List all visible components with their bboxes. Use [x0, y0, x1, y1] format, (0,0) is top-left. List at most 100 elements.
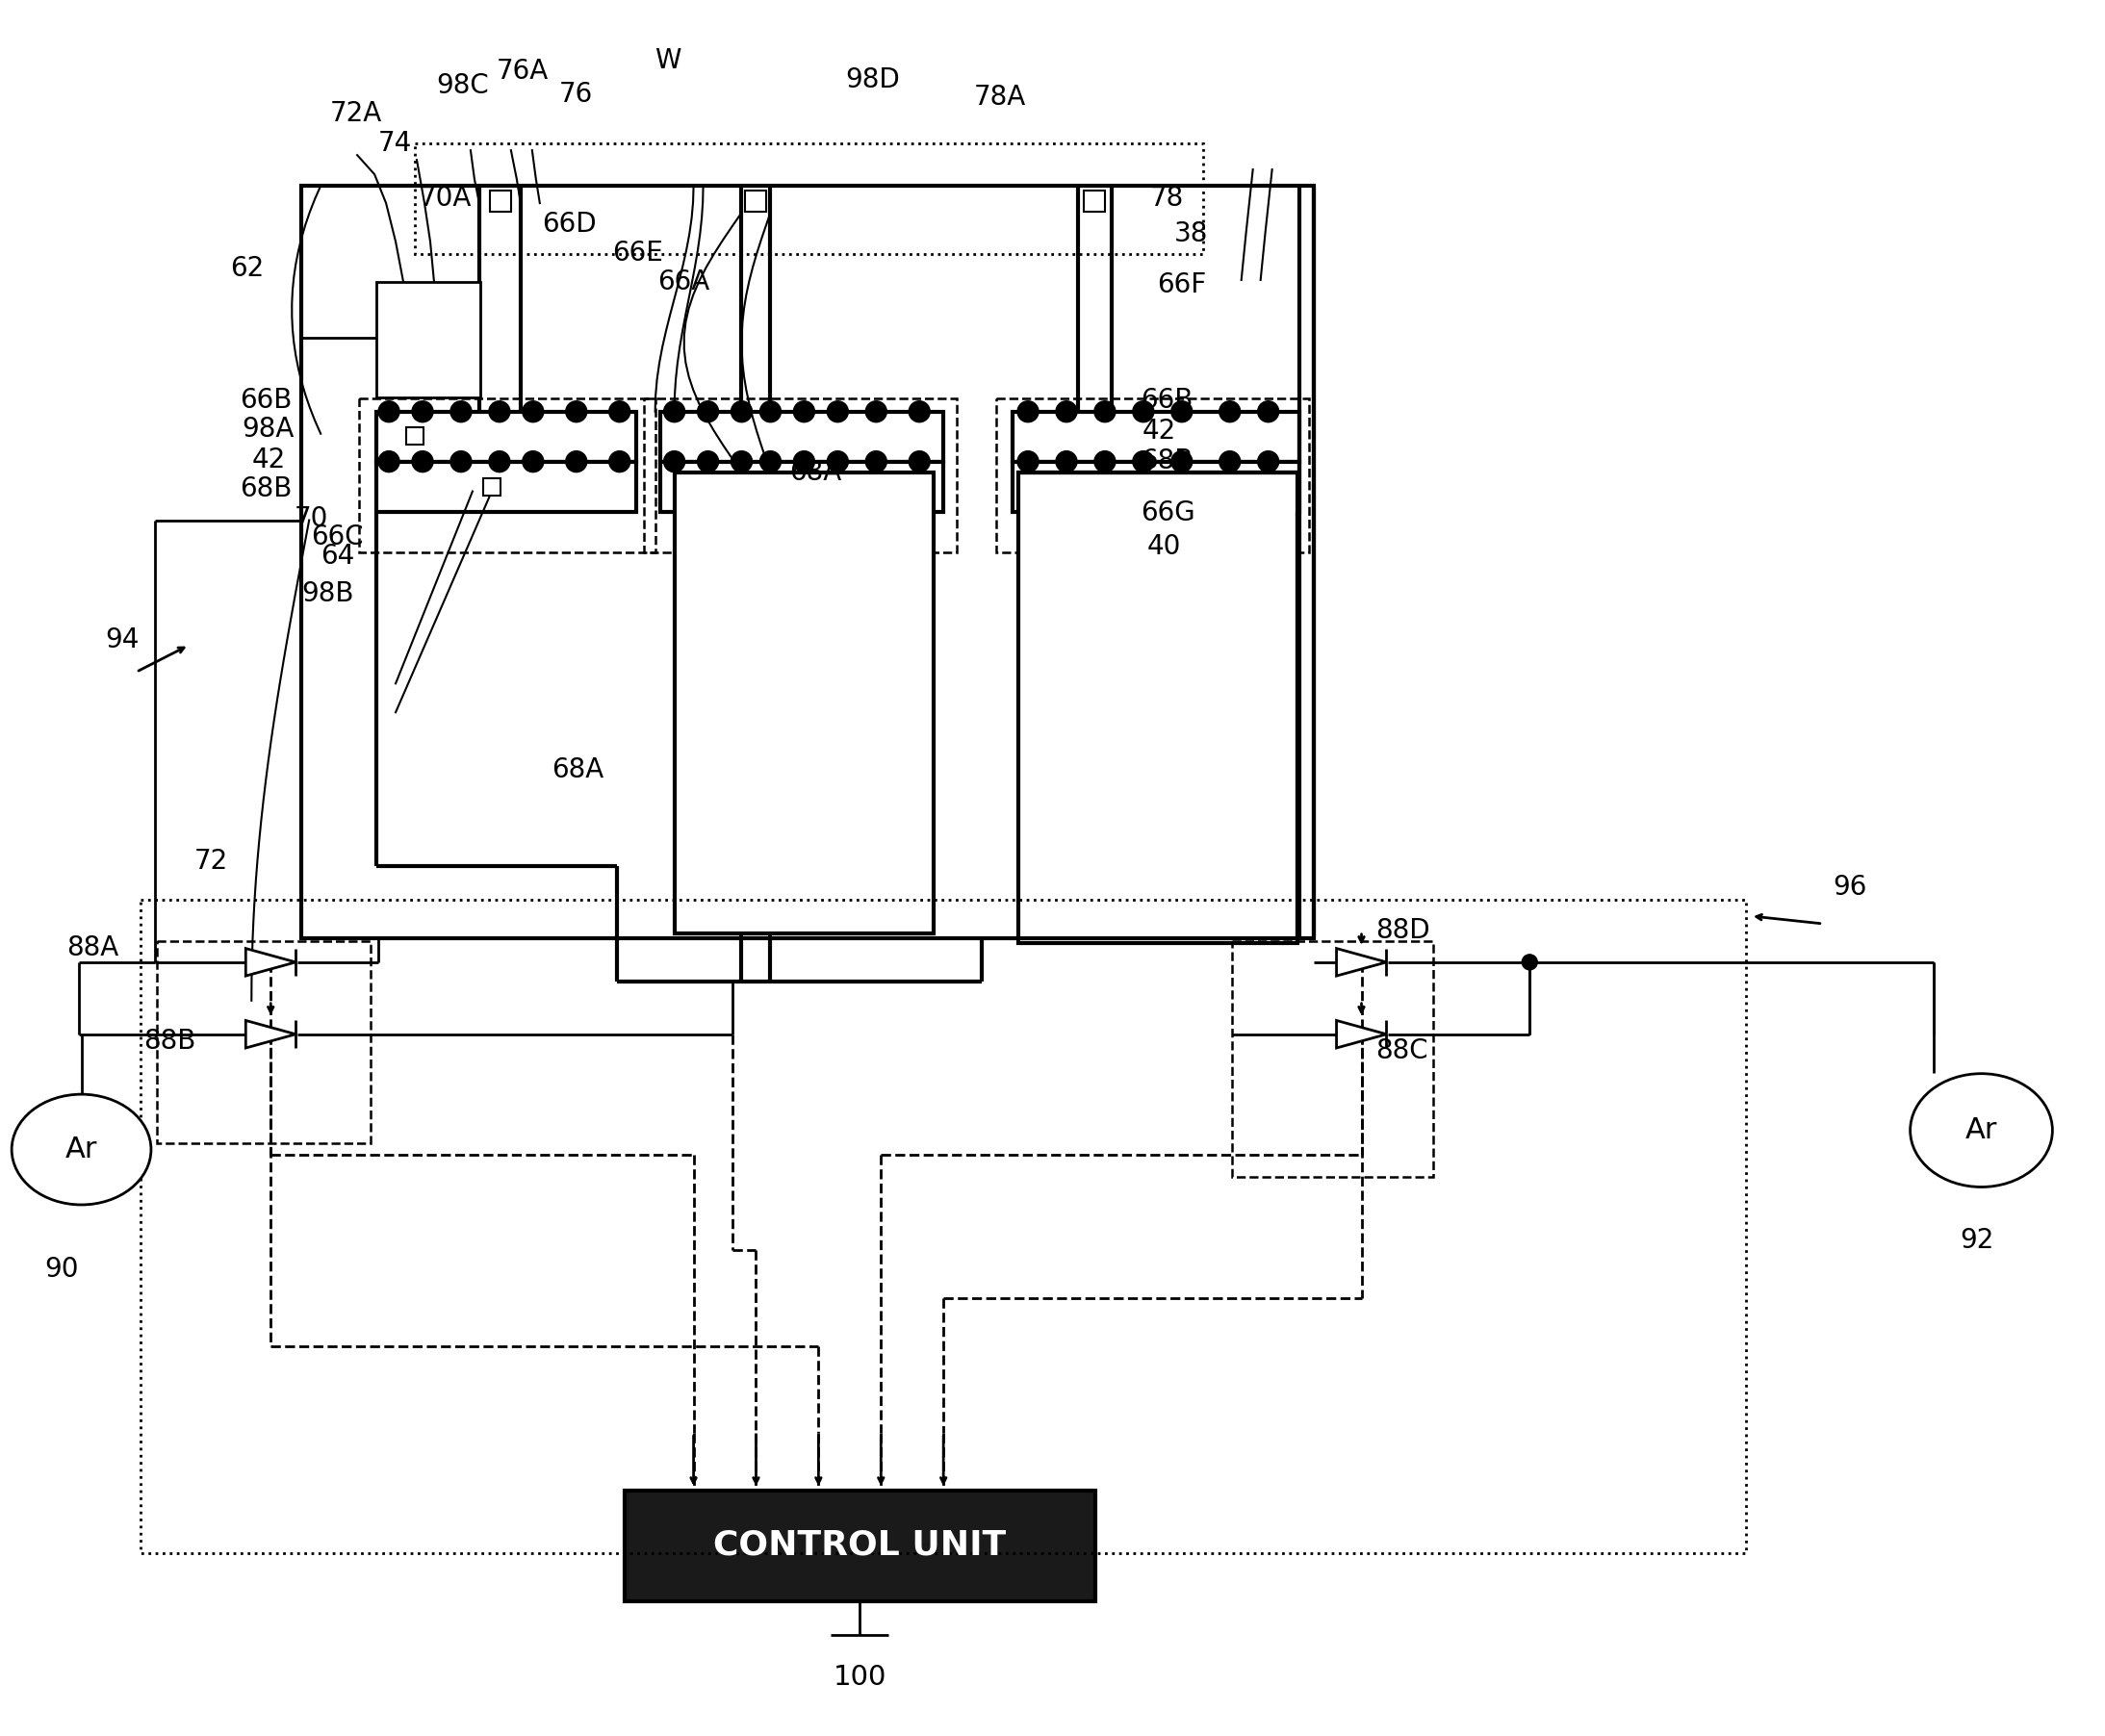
Bar	[406, 427, 423, 444]
Ellipse shape	[1909, 1073, 2052, 1187]
Bar	[674, 472, 935, 934]
Text: 64: 64	[320, 542, 354, 569]
Bar	[141, 899, 1745, 1554]
Text: 62: 62	[229, 255, 265, 281]
Text: 40: 40	[1147, 533, 1181, 559]
Circle shape	[1132, 451, 1154, 472]
Text: 68B: 68B	[240, 476, 293, 502]
Text: 88B: 88B	[143, 1028, 196, 1054]
Circle shape	[1057, 451, 1078, 472]
Text: 66B: 66B	[1141, 387, 1194, 413]
Text: 98B: 98B	[301, 582, 354, 608]
Bar	[1084, 191, 1105, 212]
Circle shape	[1057, 401, 1078, 422]
Bar	[625, 1491, 1095, 1601]
Bar	[158, 941, 370, 1142]
Text: CONTROL UNIT: CONTROL UNIT	[714, 1529, 1006, 1562]
Circle shape	[522, 451, 543, 472]
Circle shape	[522, 401, 543, 422]
Circle shape	[1095, 401, 1116, 422]
Text: 68B: 68B	[1141, 448, 1194, 474]
Circle shape	[1170, 451, 1191, 472]
Text: 100: 100	[834, 1663, 886, 1691]
Polygon shape	[1337, 948, 1387, 976]
Text: 66C: 66C	[312, 523, 364, 550]
Text: 38: 38	[1175, 220, 1208, 247]
Text: 70A: 70A	[419, 184, 472, 212]
Bar	[377, 281, 480, 398]
Text: 72: 72	[194, 847, 227, 875]
Text: 90: 90	[44, 1257, 78, 1283]
Bar	[1019, 472, 1297, 943]
Circle shape	[566, 451, 587, 472]
Text: W: W	[655, 47, 680, 75]
Polygon shape	[1337, 1021, 1387, 1049]
Text: 42: 42	[250, 446, 286, 474]
Text: 98D: 98D	[846, 66, 901, 94]
Circle shape	[794, 451, 815, 472]
Circle shape	[663, 401, 684, 422]
Text: 66D: 66D	[541, 210, 596, 238]
Circle shape	[488, 401, 509, 422]
Circle shape	[1257, 401, 1280, 422]
Text: 68A: 68A	[789, 458, 842, 486]
Text: 42: 42	[1143, 417, 1177, 444]
Bar	[996, 398, 1309, 552]
Text: 98A: 98A	[242, 415, 295, 443]
Circle shape	[566, 401, 587, 422]
Text: 66G: 66G	[1141, 498, 1196, 526]
Circle shape	[450, 401, 472, 422]
Circle shape	[488, 451, 509, 472]
Text: 92: 92	[1960, 1227, 1993, 1255]
Circle shape	[450, 451, 472, 472]
Circle shape	[1257, 451, 1280, 472]
Circle shape	[697, 401, 718, 422]
Circle shape	[663, 451, 684, 472]
Circle shape	[413, 401, 434, 422]
Circle shape	[730, 401, 751, 422]
Text: 88A: 88A	[67, 934, 120, 962]
Text: 98C: 98C	[436, 73, 488, 99]
Text: 66A: 66A	[657, 269, 709, 295]
Text: 96: 96	[1831, 873, 1867, 901]
Circle shape	[909, 451, 930, 472]
Text: 94: 94	[105, 627, 139, 654]
Bar	[1013, 411, 1299, 462]
Bar	[1013, 462, 1299, 512]
Circle shape	[865, 451, 886, 472]
Circle shape	[1017, 401, 1038, 422]
Text: 74: 74	[379, 130, 413, 156]
Circle shape	[1219, 401, 1240, 422]
Text: 76A: 76A	[497, 57, 549, 85]
Circle shape	[379, 451, 400, 472]
Text: 78A: 78A	[975, 83, 1027, 111]
Circle shape	[1095, 451, 1116, 472]
Circle shape	[608, 451, 629, 472]
Text: 88D: 88D	[1377, 917, 1431, 944]
Bar	[482, 477, 501, 495]
Text: 66F: 66F	[1158, 271, 1206, 299]
Circle shape	[1132, 401, 1154, 422]
Text: 66B: 66B	[240, 387, 293, 413]
Bar	[745, 191, 766, 212]
Bar	[661, 462, 943, 512]
Circle shape	[413, 451, 434, 472]
Bar	[1231, 941, 1434, 1177]
Text: Ar: Ar	[65, 1135, 97, 1163]
Text: 88C: 88C	[1377, 1036, 1429, 1064]
Ellipse shape	[13, 1094, 152, 1205]
Bar	[415, 144, 1202, 253]
Bar	[301, 186, 1314, 937]
Circle shape	[827, 401, 848, 422]
Circle shape	[865, 401, 886, 422]
Bar	[377, 462, 636, 512]
Circle shape	[827, 451, 848, 472]
Polygon shape	[246, 948, 295, 976]
Circle shape	[608, 401, 629, 422]
Bar	[377, 411, 636, 462]
Bar	[644, 398, 958, 552]
Circle shape	[1219, 451, 1240, 472]
Text: 78: 78	[1149, 184, 1183, 212]
Polygon shape	[246, 1021, 295, 1049]
Circle shape	[794, 401, 815, 422]
